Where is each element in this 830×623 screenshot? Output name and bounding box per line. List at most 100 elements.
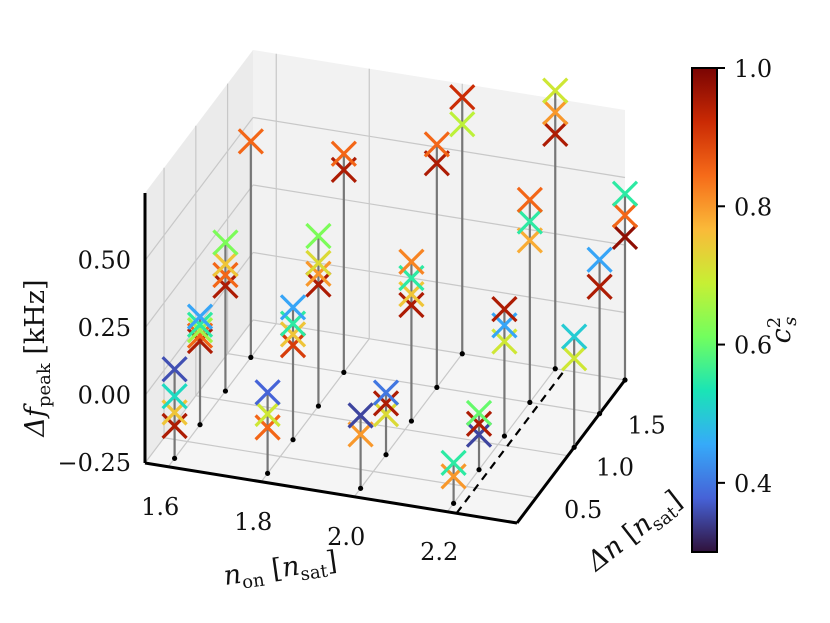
colorbar-tick-label: 0.8 <box>734 193 772 221</box>
stem-base-dot <box>501 433 508 439</box>
data-point-stack-2.35-1.5 <box>586 246 613 273</box>
data-point-stack-2.2-1.9 <box>542 99 569 126</box>
data-point-stack-1.8-0.7 <box>279 321 307 348</box>
data-point-stack-2.35-1.9 <box>611 180 639 207</box>
data-point-stack-1.6-1.1 <box>212 272 239 299</box>
data-point-stack-1.8-0.7 <box>279 294 307 321</box>
data-point-stack-2.2-0.3 <box>440 449 467 476</box>
data-point-stack-1.6-1.1 <box>212 229 239 256</box>
stem-base-dot <box>476 467 482 473</box>
colorbar-gradient <box>691 67 718 553</box>
z-tick-label: 0.00 <box>78 382 131 410</box>
data-point-stack-2.2-0.7 <box>465 421 493 448</box>
z-tick-label: 0.25 <box>78 314 131 342</box>
stem-base-dot <box>248 354 254 360</box>
stem-base-dot <box>622 377 628 383</box>
data-point-stack-1.6-0.7 <box>186 322 214 349</box>
x-axis-label: non [nsat] <box>222 545 340 596</box>
y-tick-label: 0.5 <box>564 496 602 524</box>
z-tick-label: 0.50 <box>78 247 131 275</box>
colorbar: 0.4 0.6 0.8 1.0 c2s <box>691 55 801 553</box>
cut-line <box>455 369 566 514</box>
grid-z-back <box>252 184 626 246</box>
data-point-stack-1.8-1.5 <box>330 140 357 167</box>
stem-base-dot <box>383 452 389 458</box>
colorbar-tick-label: 0.4 <box>734 470 772 498</box>
y-axis-line <box>515 379 627 524</box>
data-point-stack-1.8-0.3 <box>254 400 281 428</box>
stem-base-dot <box>222 388 229 394</box>
grid-x-floor <box>260 338 370 483</box>
z-tick-label: −0.25 <box>57 449 131 477</box>
x-tick-label: 2.0 <box>327 523 365 551</box>
x-tick-label: 2.2 <box>420 538 458 566</box>
data-point-stack-2.0-0.3 <box>347 421 374 448</box>
stem-base-dot <box>315 403 322 409</box>
data-point-stack-1.6-1.1 <box>212 251 239 278</box>
x-axis-line <box>144 461 518 525</box>
grid-x-floor <box>353 353 463 498</box>
data-point-stack-1.8-0.3 <box>254 379 281 406</box>
stem-base-dot <box>571 444 577 450</box>
stem-base-dot <box>552 366 558 372</box>
data-point-stack-1.6-0.3 <box>161 412 188 440</box>
data-point-stack-2.35-1.5 <box>586 273 613 300</box>
y-tick-label: 1.0 <box>596 454 634 482</box>
data-point-stack-1.8-1.1 <box>305 222 332 250</box>
data-point-stack-2.2-0.7 <box>465 410 493 437</box>
data-point-stack-1.6-0.3 <box>161 383 188 410</box>
data-point-stack-1.6-0.3 <box>161 356 188 383</box>
data-point-stack-2.35-1.9 <box>611 223 639 251</box>
data-point-stack-1.8-0.3 <box>254 414 281 441</box>
data-point-stack-1.6-0.7 <box>186 317 214 344</box>
stem-base-dot <box>408 418 415 424</box>
data-point-stack-2.35-1.1 <box>561 345 588 372</box>
axis-lines <box>143 193 627 525</box>
stem-base-dot <box>596 411 603 417</box>
colorbar-tick-label: 1.0 <box>734 55 772 83</box>
data-point-stack-2.0-1.1 <box>398 248 425 275</box>
stem-base-dot <box>358 485 364 491</box>
stem-base-dot <box>197 422 203 428</box>
data-point-stack-2.0-1.9 <box>449 84 476 111</box>
grid-y-floor <box>227 353 600 415</box>
data-point-stack-2.0-0.7 <box>372 379 400 406</box>
grid-z-side <box>144 184 254 329</box>
data-point-stack-1.6-0.7 <box>186 303 214 330</box>
data-point-stack-2.35-1.9 <box>611 202 639 229</box>
data-point-stack-1.8-1.1 <box>305 249 332 277</box>
colorbar-label: c2s <box>764 317 801 344</box>
data-points <box>161 77 639 506</box>
data-point-stack-2.2-0.7 <box>465 399 493 427</box>
data-point-stack-2.0-0.7 <box>372 401 400 428</box>
stem-base-dot <box>459 351 465 357</box>
data-point-stack-2.2-1.9 <box>542 77 569 104</box>
stem-base-dot <box>451 500 457 506</box>
data-point-stack-1.8-1.1 <box>305 260 332 287</box>
grid-z-side <box>144 117 254 261</box>
data-point-stack-2.0-1.5 <box>423 131 450 158</box>
colorbar-tick-label: 0.6 <box>734 332 772 360</box>
stem-base-dot <box>172 455 178 461</box>
data-point-stack-1.8-0.7 <box>279 332 307 359</box>
data-point-stack-2.0-0.3 <box>347 402 374 429</box>
grid-y-floor <box>163 437 537 499</box>
data-point-stack-2.2-1.1 <box>491 296 518 323</box>
colorbar-ticks: 0.4 0.6 0.8 1.0 <box>717 55 772 498</box>
data-point-stack-2.35-1.1 <box>561 323 588 350</box>
x-tick-label: 1.6 <box>141 493 179 521</box>
data-point-stack-2.2-1.5 <box>516 227 543 254</box>
data-point-stack-1.6-1.1 <box>212 261 239 289</box>
z-axis-label: Δfpeak [kHz] <box>20 279 55 437</box>
grid-z-back <box>252 251 626 314</box>
x-tick-label: 1.8 <box>234 508 272 536</box>
data-point-stack-1.6-1.5 <box>237 128 264 155</box>
data-point-stack-2.0-1.1 <box>398 291 425 319</box>
data-point-stack-1.6-0.7 <box>186 311 214 338</box>
stem-base-dot <box>290 437 296 443</box>
data-point-stack-2.2-0.3 <box>440 463 467 490</box>
data-point-stack-2.2-1.9 <box>542 120 569 147</box>
data-point-stack-2.0-1.9 <box>449 111 476 138</box>
data-point-stack-2.0-0.7 <box>372 390 400 417</box>
